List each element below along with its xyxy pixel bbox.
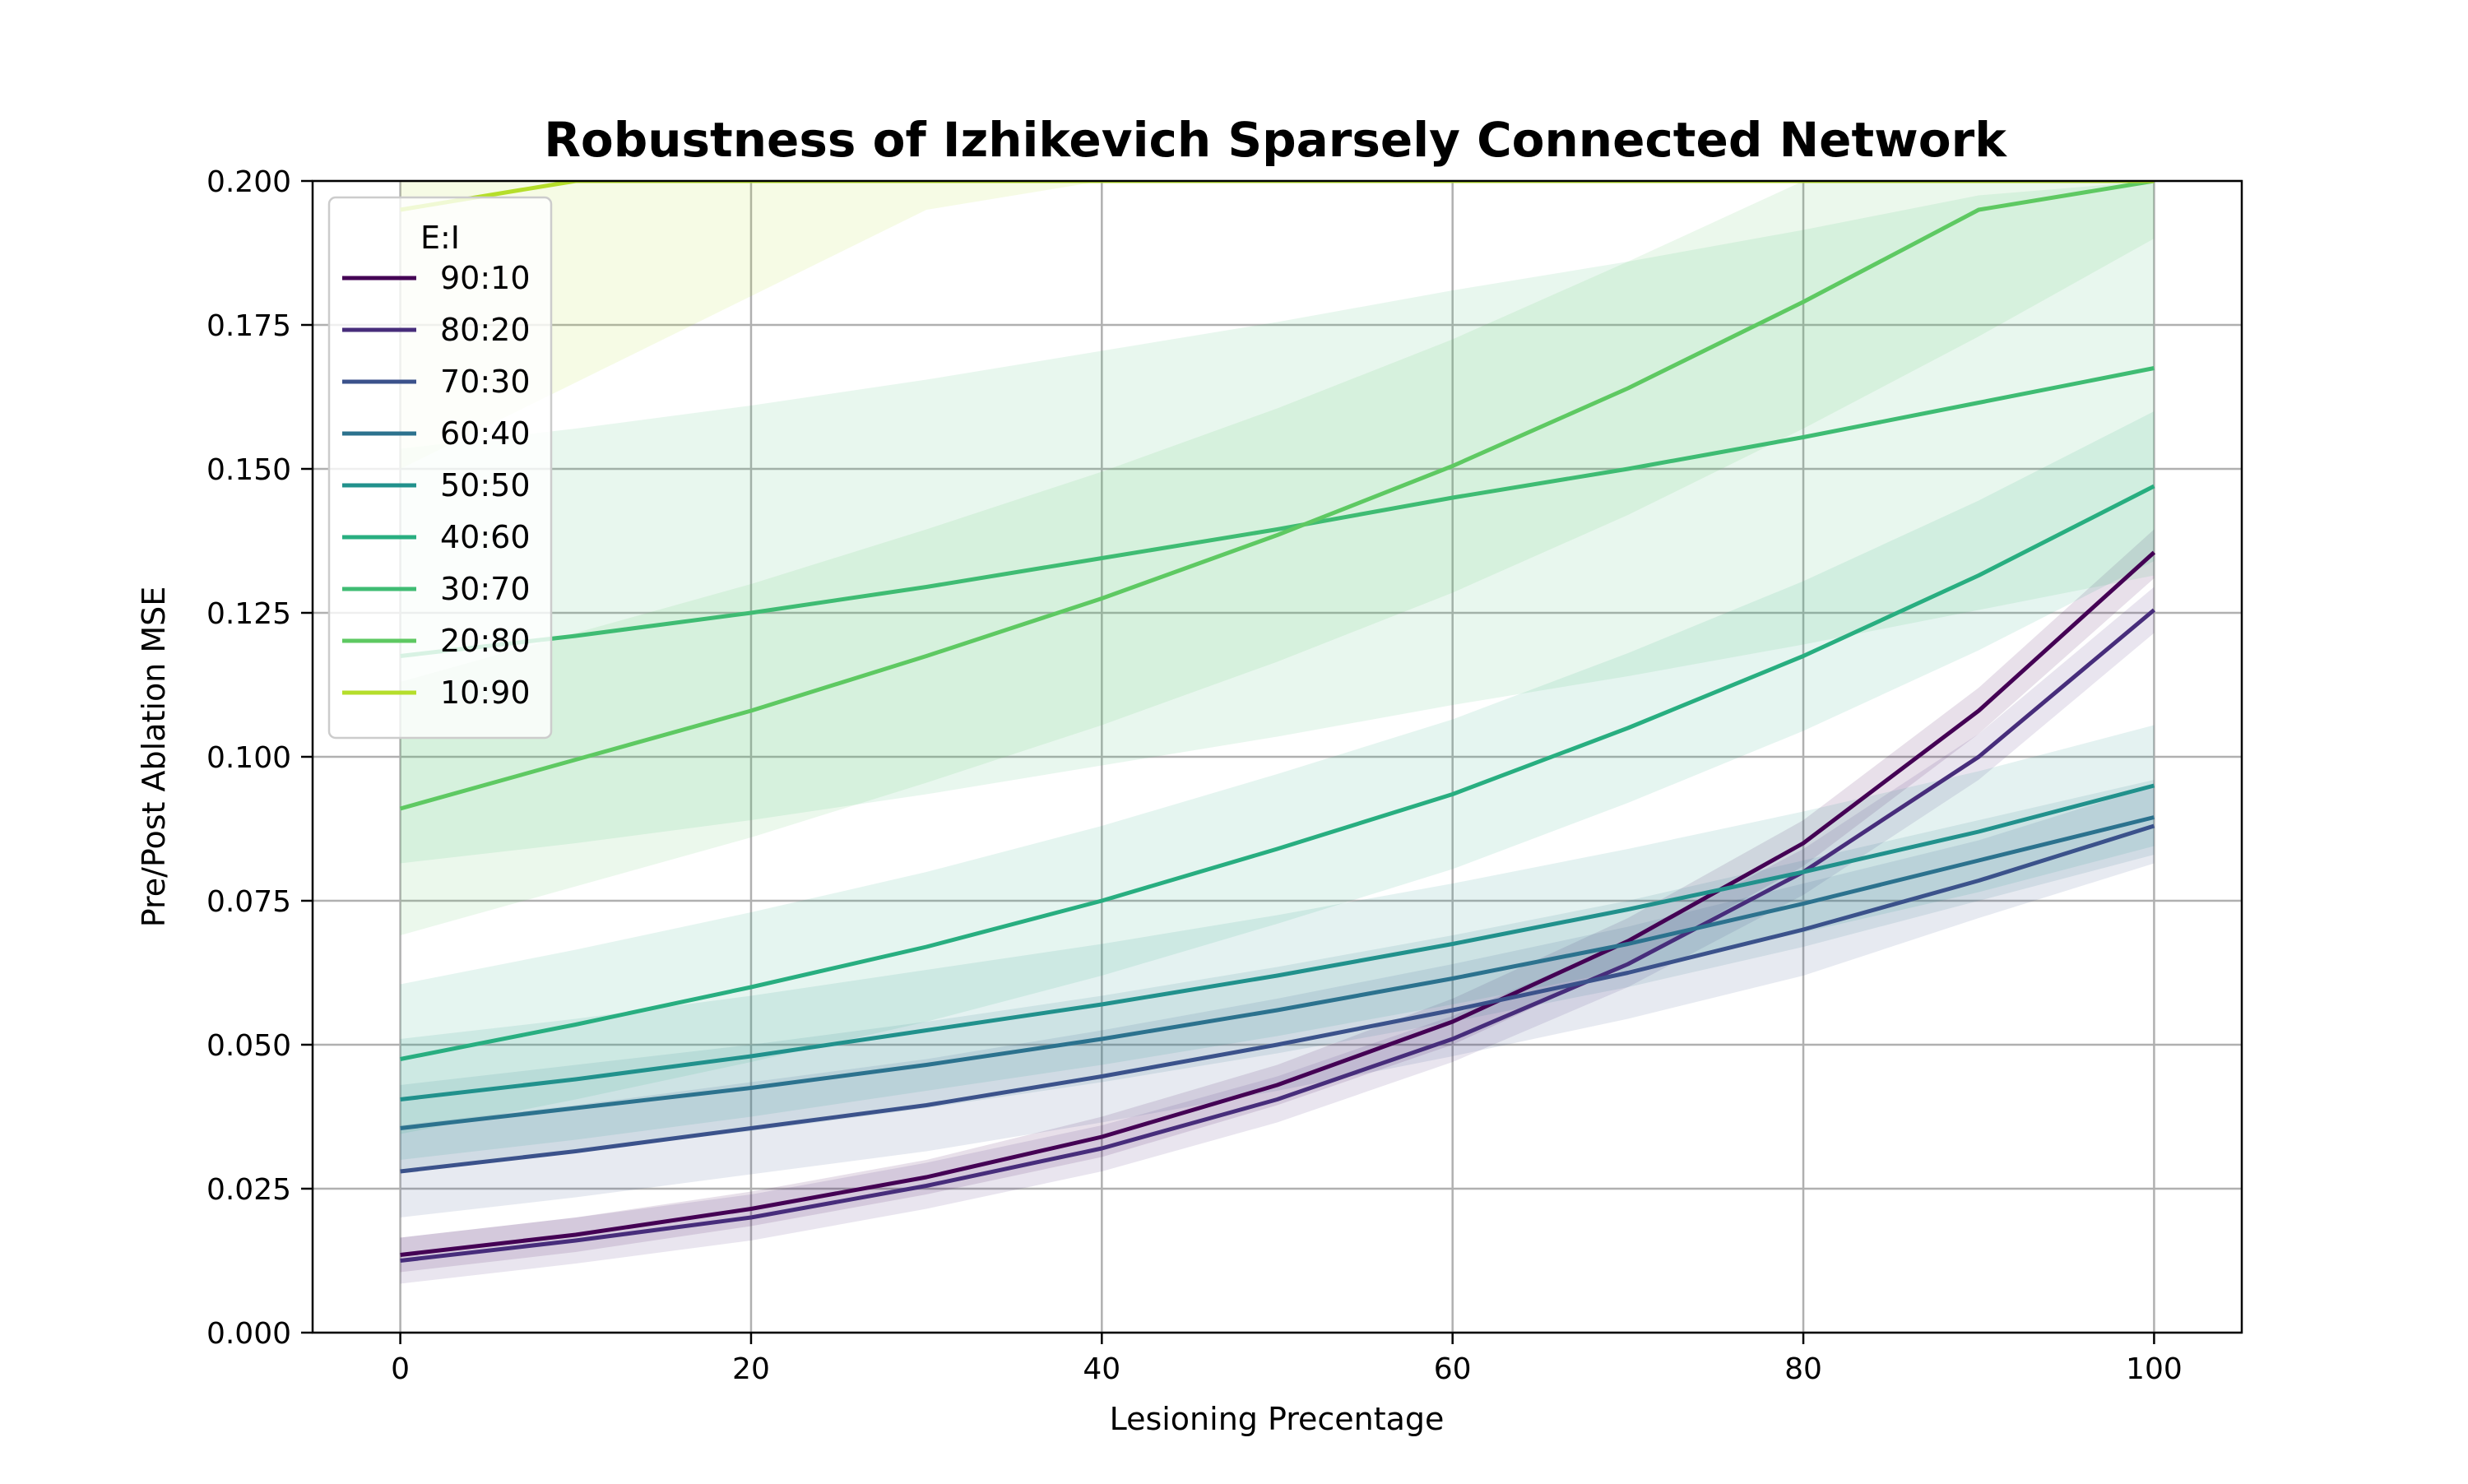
x-tick-label: 60 [1434,1352,1472,1386]
legend-label-80-20: 80:20 [440,312,531,348]
legend: E:I 90:10 80:20 70:30 60:40 50:50 40:60 30:70 20… [327,196,553,740]
x-tick-label: 0 [391,1352,410,1386]
y-axis-label: Pre/Post Ablation MSE [136,587,172,928]
band-50-50 [400,725,2155,1160]
legend-label-10-90: 10:90 [440,675,531,711]
series-line-50-50 [400,783,2155,1101]
series-line-60-40 [400,815,2155,1130]
y-tick-label: 0.000 [206,1317,291,1351]
band-20-80 [400,181,2155,935]
series-line-20-80 [399,181,2155,811]
y-tick-label: 0.200 [206,165,291,199]
legend-box [327,196,553,740]
band-10-90 [400,181,2155,469]
series-lines [399,181,2156,1263]
series-line-90-10 [400,550,2156,1257]
x-tick-label: 40 [1083,1352,1120,1386]
band-70-30 [400,786,2155,1217]
legend-label-70-30: 70:30 [440,364,531,400]
series-line-80-20 [400,608,2156,1263]
band-30-70 [400,181,2155,864]
y-tick-label: 0.025 [206,1173,291,1207]
x-tick-label: 20 [732,1352,770,1386]
legend-label-60-40: 60:40 [440,415,531,452]
series-line-70-30 [400,823,2155,1174]
series-line-30-70 [400,366,2155,658]
band-40-60 [400,411,2155,1134]
x-tick-label: 100 [2126,1352,2183,1386]
y-tick-label: 0.175 [206,309,291,343]
legend-title: E:I [420,220,460,256]
chart-title: Robustness of Izhikevich Sparsely Connec… [544,112,2007,168]
y-tick-label: 0.075 [206,885,291,919]
x-tick-label: 80 [1784,1352,1822,1386]
y-tick-label: 0.150 [206,453,291,487]
series-line-40-60 [400,484,2155,1061]
legend-label-90-10: 90:10 [440,260,531,296]
legend-label-50-50: 50:50 [440,467,531,503]
x-axis-label: Lesioning Precentage [1110,1401,1445,1437]
y-tick-label: 0.125 [206,597,291,631]
y-tick-label: 0.050 [206,1029,291,1063]
legend-label-40-60: 40:60 [440,519,531,555]
legend-label-20-80: 20:80 [440,623,531,659]
y-tick-label: 0.100 [206,741,291,775]
axis-ticks: 0 20 40 60 80 100 0.000 0.025 0.050 0.075 0.100 0.1… [206,165,2183,1386]
legend-label-30-70: 30:70 [440,571,531,607]
